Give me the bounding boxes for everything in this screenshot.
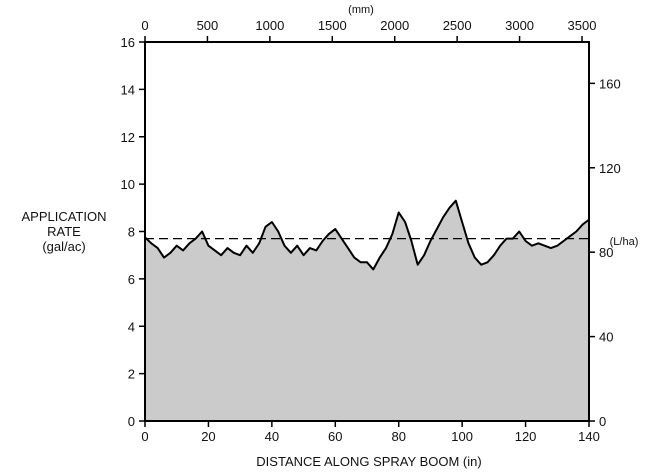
y-tick-label: 10 [121, 177, 135, 192]
x-tick-label: 140 [578, 429, 600, 444]
plot-area [144, 199, 590, 421]
y-tick-label: 6 [128, 272, 135, 287]
x-tick-label: 40 [265, 429, 279, 444]
application-rate-area [145, 200, 589, 421]
y-axis-title-line-1: APPLICATION [21, 209, 106, 224]
top-x-tick-label: 2500 [443, 18, 472, 33]
right-y-tick-label: 0 [599, 414, 606, 429]
x-tick-label: 120 [515, 429, 537, 444]
y-axis-title-line-3: (gal/ac) [42, 239, 85, 254]
right-y-tick-label: 40 [599, 330, 613, 345]
right-y-tick-label: 120 [599, 161, 621, 176]
top-x-tick-label: 1500 [318, 18, 347, 33]
y-tick-label: 2 [128, 367, 135, 382]
top-x-tick-label: 500 [197, 18, 219, 33]
top-x-tick-label: 3500 [568, 18, 597, 33]
y-tick-label: 14 [121, 82, 135, 97]
y-tick-label: 0 [128, 414, 135, 429]
application-rate-line [144, 199, 590, 271]
y-tick-label: 4 [128, 319, 135, 334]
top-x-tick-label: 0 [141, 18, 148, 33]
y-axis-title-line-2: RATE [47, 224, 81, 239]
x-tick-label: 80 [391, 429, 405, 444]
right-axis-title: (L/ha) [610, 236, 639, 248]
y-tick-label: 8 [128, 225, 135, 240]
top-x-tick-label: 3000 [505, 18, 534, 33]
y-tick-label: 16 [121, 35, 135, 50]
y-tick-label: 12 [121, 130, 135, 145]
x-tick-label: 100 [451, 429, 473, 444]
right-y-tick-label: 80 [599, 245, 613, 260]
x-tick-label: 60 [328, 429, 342, 444]
top-axis-title: (mm) [348, 4, 374, 16]
x-axis-title: DISTANCE ALONG SPRAY BOOM (in) [256, 454, 481, 469]
top-x-tick-label: 2000 [380, 18, 409, 33]
x-tick-label: 20 [201, 429, 215, 444]
x-tick-label: 0 [141, 429, 148, 444]
top-x-tick-label: 1000 [255, 18, 284, 33]
right-y-tick-label: 160 [599, 76, 621, 91]
